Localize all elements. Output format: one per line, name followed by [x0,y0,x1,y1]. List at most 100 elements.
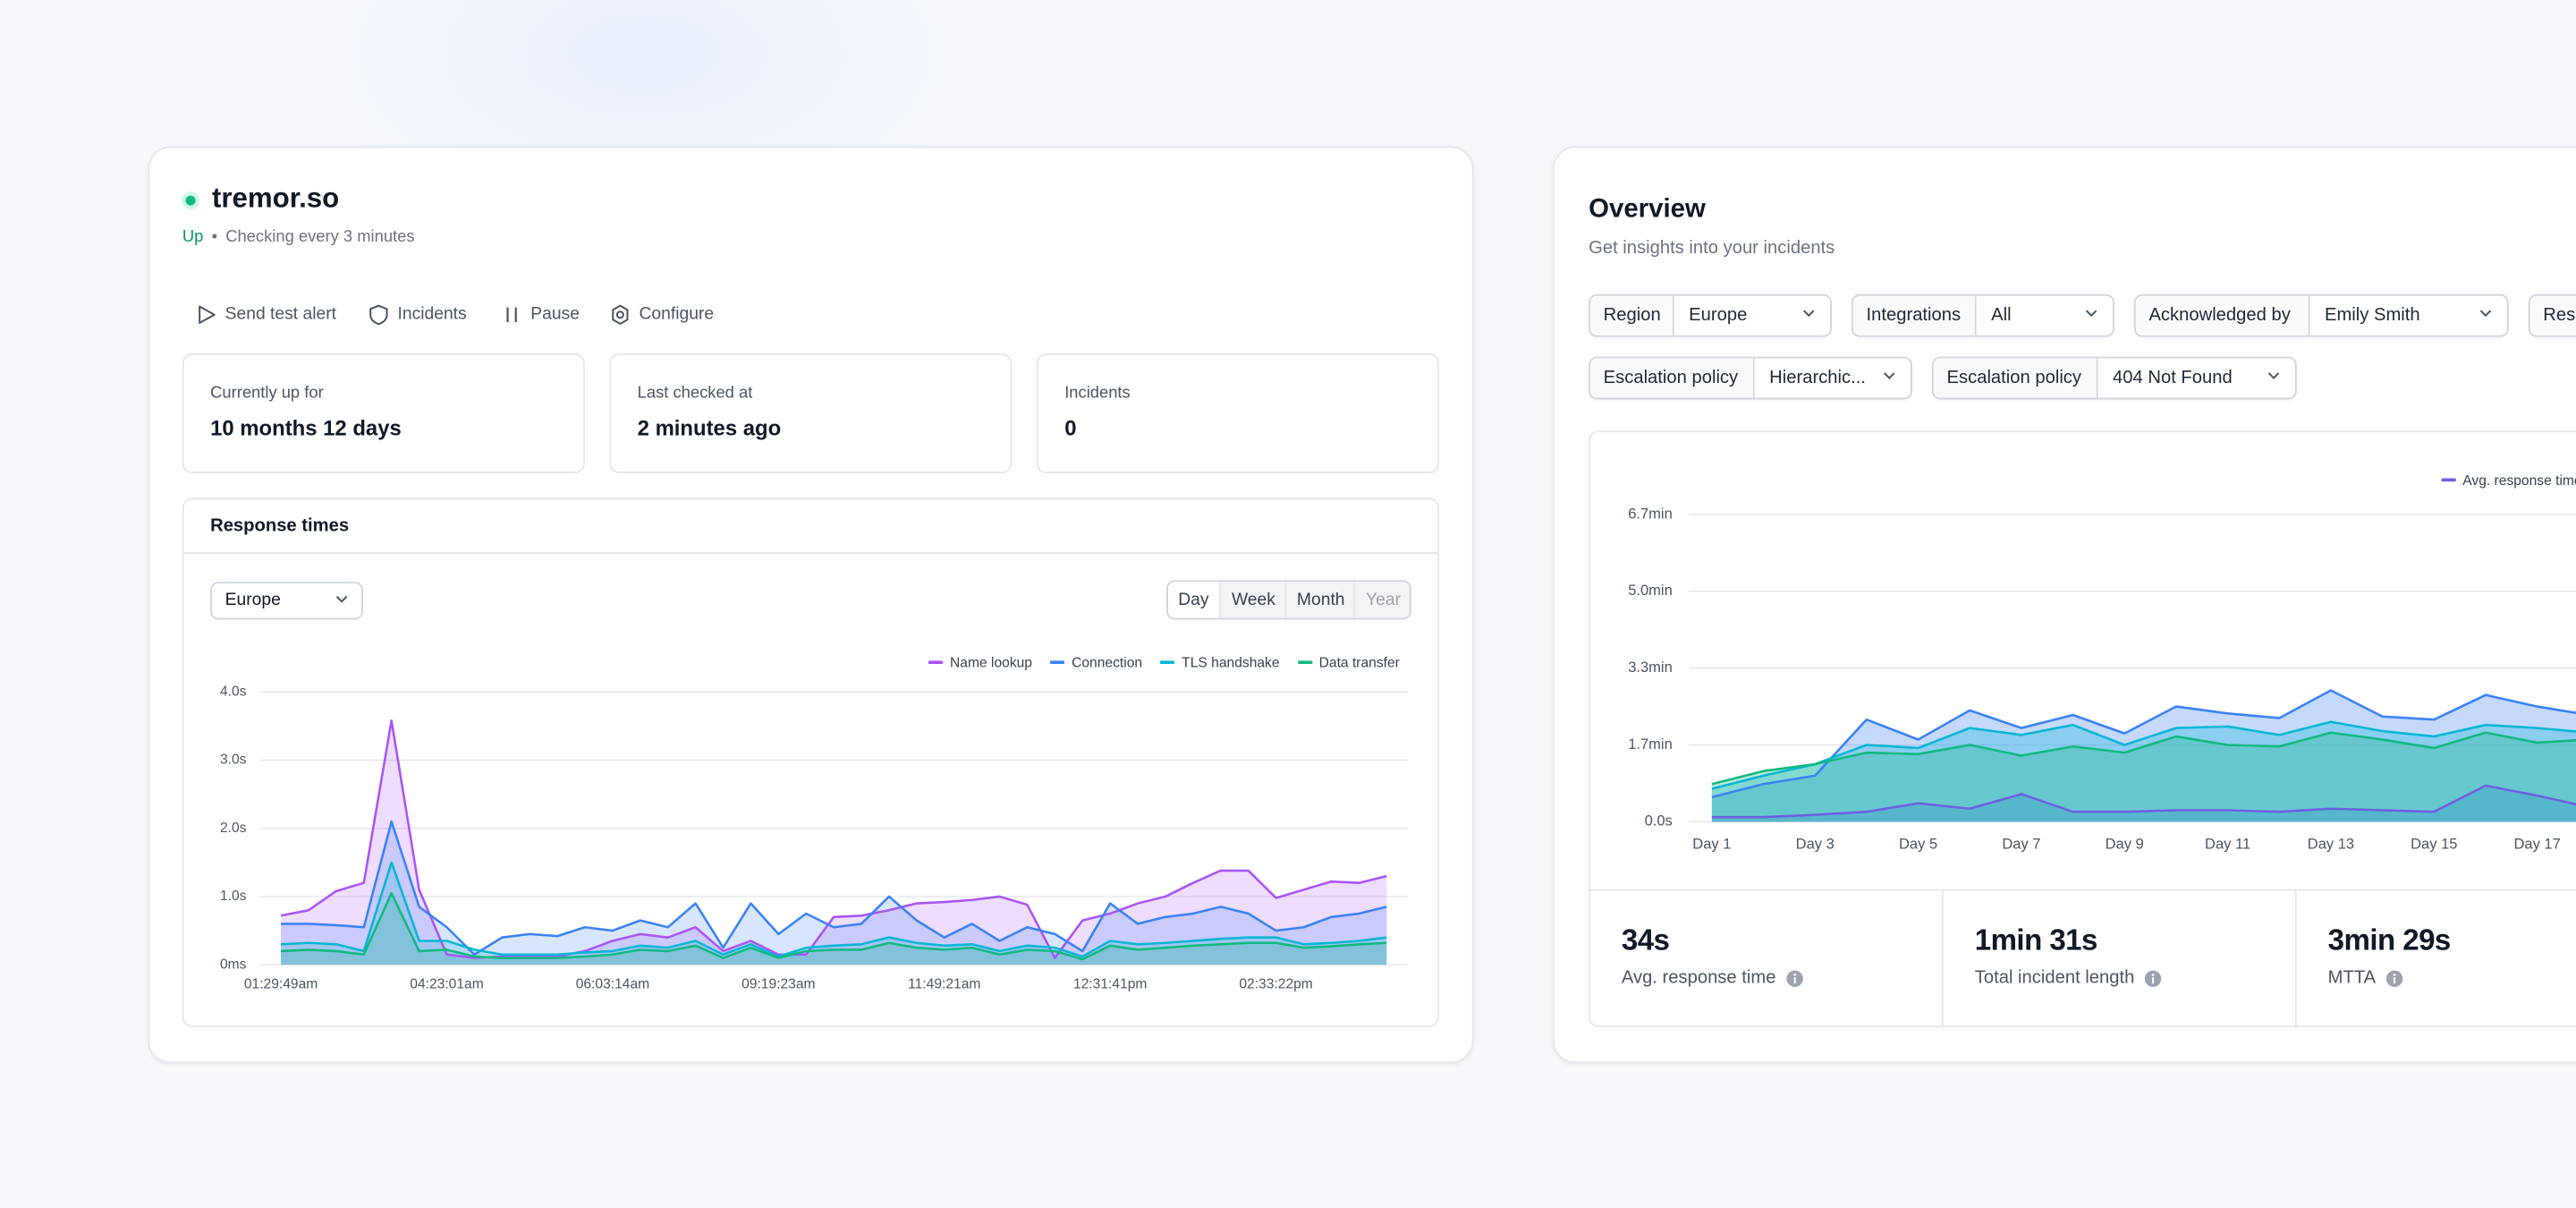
select-value: Europe [225,590,281,610]
metric-label: MTTA [2328,968,2404,988]
x-tick-label: Day 13 [2308,835,2354,852]
filter-label: Integrations [1852,295,1977,336]
metric-label: Avg. response time [1622,968,1804,988]
pause-action[interactable]: Pause [501,302,580,326]
chevron [2267,372,2280,379]
metric-label: Total incident length [1975,968,2163,988]
line [1711,784,2576,819]
area-fill [281,862,1387,966]
y-tick-label: 6.7min [1628,505,1673,522]
line [281,891,1387,961]
stat-card: Currently up for 10 months 12 days [182,353,585,473]
legend-item[interactable]: TLS handshake [1160,654,1280,671]
separator: • [211,228,218,247]
divider [1942,890,1944,1026]
x-tick-label: 01:29:49am [244,976,318,991]
incidents-action[interactable]: Incidents [368,302,467,326]
stat-card: Incidents 0 [1036,353,1439,473]
action-label: Configure [639,303,715,324]
filter-value: All [1977,296,2113,336]
filter-label: Acknowledged by [2135,295,2310,336]
check-interval: Checking every 3 minutes [225,228,415,247]
metric-value: 1min 31s [1974,923,2098,957]
y-tick-label: 3.3min [1628,659,1673,676]
action-label: Pause [530,303,580,324]
range-tabs: Day Week Month Year [1166,580,1411,620]
status-dot [181,191,200,210]
tab-active[interactable]: Day [1167,582,1219,618]
legend-item[interactable]: Avg. response time [2441,472,2576,489]
chevron [2085,310,2097,318]
status-line: Up • Checking every 3 minutes [182,228,415,246]
y-tick-label: 1.7min [1628,736,1673,753]
icon [369,303,388,325]
line [281,861,1387,958]
filter[interactable]: Acknowledged by Emily Smith [2133,293,2509,337]
x-tick-label: Day 17 [2513,835,2560,852]
send-test-alert[interactable]: Send test alert [196,302,336,326]
info-icon[interactable] [1785,969,1803,987]
metric-value: 3min 29s [2327,923,2452,957]
monitor-title: tremor.so [211,182,340,214]
overview-chart: 0.0s 1.7min 3.3min 5.0min 6.7min Day 1 Day 3 Da… [1628,505,2576,852]
legend-item[interactable]: Data transfer [1297,654,1400,670]
legend-label: Connection [1072,654,1143,671]
panel-title: Response times [210,515,350,536]
y-tick-label: 1.0s [220,889,247,904]
legend-item[interactable]: Connection [1050,654,1142,670]
legend-label: TLS handshake [1182,654,1280,671]
line [1711,689,2576,799]
filter[interactable]: Integrations All [1852,293,2114,337]
y-tick-label: 5.0min [1628,582,1673,599]
status: Up [182,228,204,247]
chevron [335,596,348,603]
x-tick-label: Day 9 [2106,835,2144,852]
y-tick-label: 4.0s [220,684,247,699]
y-tick-label: 0.0s [1645,812,1673,829]
legend-swatch [1160,660,1175,665]
filter-text: Emily Smith [2324,305,2420,326]
filter-label: Region [1589,295,1674,336]
legend-swatch [928,660,944,665]
filter-text: 404 Not Found [2113,368,2233,388]
reset-button[interactable]: Reset [2528,293,2576,337]
configure-action[interactable]: Configure [609,302,714,326]
area-fill [281,821,1387,966]
chevron [2479,310,2492,318]
stat-card: Last checked at 2 minutes ago [609,353,1013,473]
x-tick-label: Day 7 [2002,835,2040,852]
filter-text: Europe [1689,305,1748,326]
x-tick-label: 02:33:22pm [1239,976,1312,991]
x-tick-label: 06:03:14am [576,976,649,991]
response-chart: 0ms 1.0s 2.0s 3.0s 4.0s 01:29:49am 04:23:01am 0… [220,684,1409,991]
area-fill [1711,690,2576,822]
legend-label: Name lookup [950,654,1033,671]
legend-swatch [2441,478,2456,482]
legend-swatch [1297,660,1313,665]
stat-value: 10 months 12 days [210,415,402,441]
metric: 1min 31s Total incident length [1944,891,2295,1026]
metric: 3min 29s MTTA [2297,891,2576,1026]
metric-label-text: MTTA [2327,967,2377,988]
stat-label: Last checked at [637,384,753,404]
overview-title: Overview [1589,195,1706,224]
filter[interactable]: Escalation policy Hierarchic... [1589,356,1912,400]
legend-item[interactable]: Name lookup [928,654,1032,670]
region-select[interactable]: Europe [210,582,363,620]
filter[interactable]: Region Europe [1589,293,1832,337]
filter[interactable]: Escalation policy 404 Not Found [1932,356,2297,400]
info-icon[interactable] [2385,969,2403,987]
tab[interactable]: Month [1284,582,1356,618]
line [281,820,1387,957]
line [1711,731,2576,786]
divider [1589,889,2576,891]
legend-swatch [1050,660,1065,665]
info-icon[interactable] [2144,969,2162,987]
divider [2294,890,2297,1026]
filter-text: Hierarchic... [1769,368,1866,388]
tab[interactable]: Week [1218,582,1287,618]
area-fill [1711,732,2576,822]
